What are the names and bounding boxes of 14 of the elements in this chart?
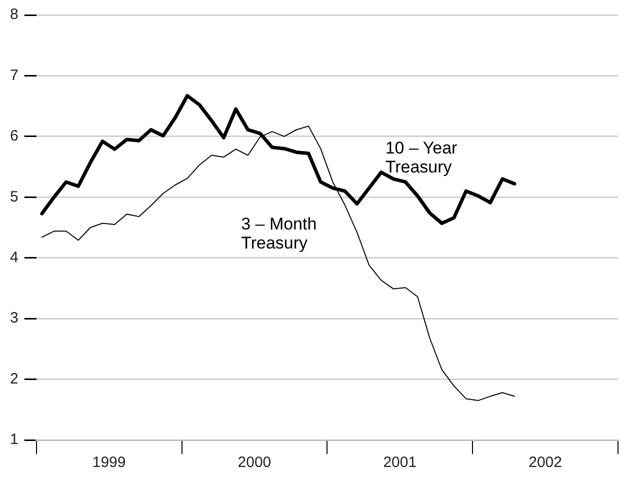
y-tick-label: 3: [10, 310, 18, 327]
y-tick-label: 1: [10, 431, 18, 448]
y-tick-label: 7: [10, 66, 18, 84]
y-tick-label: 8: [10, 6, 18, 24]
x-tick-label: 2000: [238, 454, 272, 472]
series-label: 3 – Month Treasury: [241, 214, 317, 253]
x-tick-label: 1999: [92, 454, 126, 472]
y-tick-label: 4: [10, 249, 18, 266]
y-tick-label: 6: [10, 128, 18, 145]
y-tick-label: 5: [10, 188, 18, 206]
x-tick-label: 2002: [528, 454, 562, 472]
x-tick-label: 2001: [383, 454, 417, 472]
series-label: 10 – Year Treasury: [385, 138, 458, 177]
y-tick-label: 2: [10, 370, 18, 388]
